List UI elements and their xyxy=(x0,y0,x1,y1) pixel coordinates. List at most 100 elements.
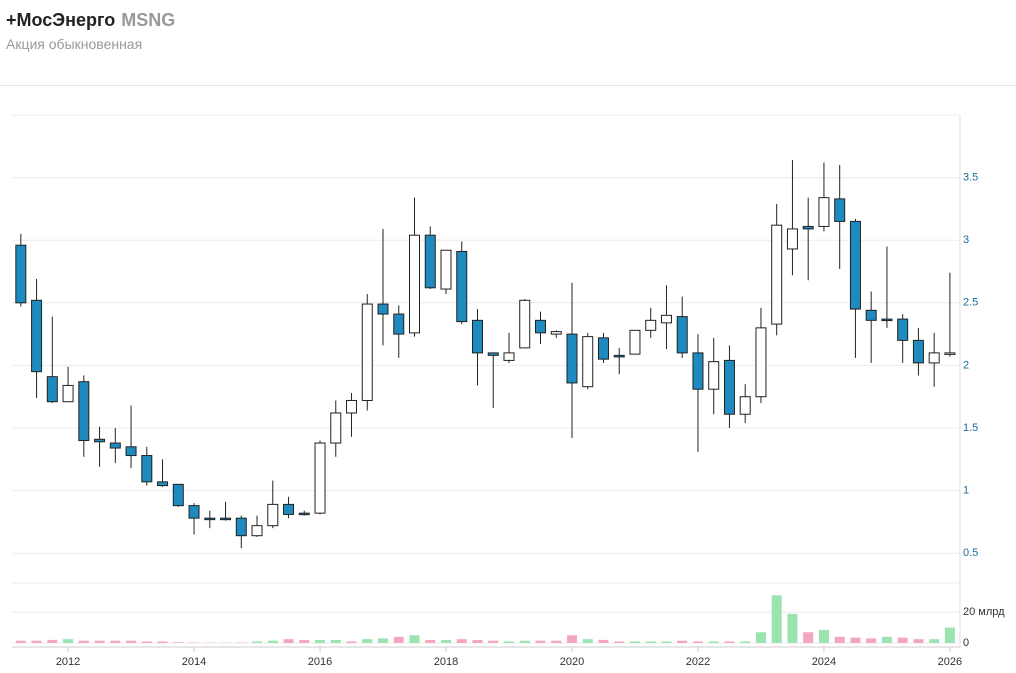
y-tick-label: 0.5 xyxy=(963,547,978,559)
volume-bar xyxy=(283,639,294,643)
volume-bar xyxy=(503,641,514,643)
volume-bar xyxy=(488,640,499,643)
candle-body xyxy=(314,442,326,514)
volume-bar xyxy=(582,639,593,643)
candle-body xyxy=(109,442,121,449)
volume-bar xyxy=(173,642,184,643)
header-title: +МосЭнерго MSNG xyxy=(6,10,175,31)
volume-bar xyxy=(315,639,326,643)
volume-bar xyxy=(63,639,74,643)
candle-body xyxy=(31,299,43,373)
candle-body xyxy=(849,220,861,310)
candle-body xyxy=(786,228,798,250)
subtitle: Акция обыкновенная xyxy=(6,36,143,52)
volume-bar xyxy=(661,641,672,643)
candle-body xyxy=(125,446,137,457)
candle-body xyxy=(534,319,546,334)
candle-body xyxy=(771,224,783,325)
x-tick-label: 2012 xyxy=(56,656,80,668)
y-tick-label: 1.5 xyxy=(963,422,978,434)
volume-bar xyxy=(866,638,877,643)
candle-body xyxy=(377,303,389,315)
candle-body xyxy=(251,525,263,537)
volume-bar xyxy=(645,641,656,643)
volume-bar xyxy=(708,641,719,643)
x-tick-label: 2018 xyxy=(434,656,458,668)
volume-bar xyxy=(913,639,924,643)
volume-bar xyxy=(110,640,121,643)
candle-body xyxy=(78,381,90,442)
candle-body xyxy=(46,376,58,403)
volume-bar xyxy=(755,632,766,643)
candle-body xyxy=(393,313,405,335)
company-name: МосЭнерго xyxy=(16,10,116,30)
y-tick-label: 1 xyxy=(963,485,969,497)
candle-body xyxy=(346,399,358,414)
candle-body xyxy=(141,455,153,483)
volume-bar xyxy=(724,641,735,643)
volume-bar xyxy=(598,639,609,643)
candle-body xyxy=(204,517,216,521)
candle-body xyxy=(897,318,909,341)
candle-body xyxy=(928,352,940,364)
candle-body xyxy=(582,336,594,388)
candle-body xyxy=(660,314,672,324)
candle-body xyxy=(172,483,184,507)
volume-bar xyxy=(425,639,436,643)
volume-tick-label: 0 xyxy=(963,637,969,649)
volume-bar xyxy=(441,639,452,643)
volume-bar xyxy=(692,641,703,643)
candle-body xyxy=(865,309,877,321)
x-tick-label: 2020 xyxy=(560,656,584,668)
candle-body xyxy=(723,359,735,415)
volume-bar xyxy=(551,640,562,643)
volume-bar xyxy=(771,595,782,643)
candle-body xyxy=(818,197,830,227)
volume-bar xyxy=(818,629,829,643)
candle-body xyxy=(834,198,846,222)
volume-bar xyxy=(566,635,577,643)
volume-bar xyxy=(614,641,625,643)
volume-bar xyxy=(929,639,940,643)
volume-bar xyxy=(267,640,278,643)
volume-bar xyxy=(31,640,42,643)
volume-bar xyxy=(393,636,404,643)
candle-body xyxy=(503,352,515,361)
volume-bar xyxy=(803,632,814,643)
volume-bar xyxy=(787,613,798,643)
candle-body xyxy=(676,316,688,354)
candle-body xyxy=(755,327,767,398)
candle-body xyxy=(613,354,625,358)
candle-body xyxy=(220,517,232,521)
y-tick-label: 3.5 xyxy=(963,172,978,184)
candle-body xyxy=(267,503,279,527)
volume-bar xyxy=(346,641,357,643)
volume-bar xyxy=(141,641,152,643)
candle-body xyxy=(881,318,893,322)
candle-body xyxy=(519,299,531,349)
volume-bar xyxy=(519,640,530,643)
volume-bar xyxy=(677,640,688,643)
candle-body xyxy=(15,244,27,304)
volume-bar xyxy=(252,641,263,643)
x-tick-label: 2016 xyxy=(308,656,332,668)
add-button[interactable]: + xyxy=(6,10,17,30)
candle-body xyxy=(629,329,641,355)
candle-body xyxy=(692,352,704,390)
x-tick-label: 2024 xyxy=(812,656,836,668)
volume-bar xyxy=(629,641,640,643)
volume-bar xyxy=(535,640,546,643)
volume-bar xyxy=(378,638,389,643)
volume-bar xyxy=(362,639,373,643)
volume-bar xyxy=(94,640,105,643)
volume-bar xyxy=(944,627,955,643)
candle-body xyxy=(94,438,106,443)
volume-tick-label: 20 млрд xyxy=(963,606,1005,618)
candle-body xyxy=(550,331,562,335)
x-tick-label: 2026 xyxy=(938,656,962,668)
y-tick-label: 3 xyxy=(963,234,969,246)
volume-bar xyxy=(834,636,845,643)
candle-body xyxy=(912,339,924,364)
candle-body xyxy=(188,505,200,519)
volume-bar xyxy=(409,635,420,643)
